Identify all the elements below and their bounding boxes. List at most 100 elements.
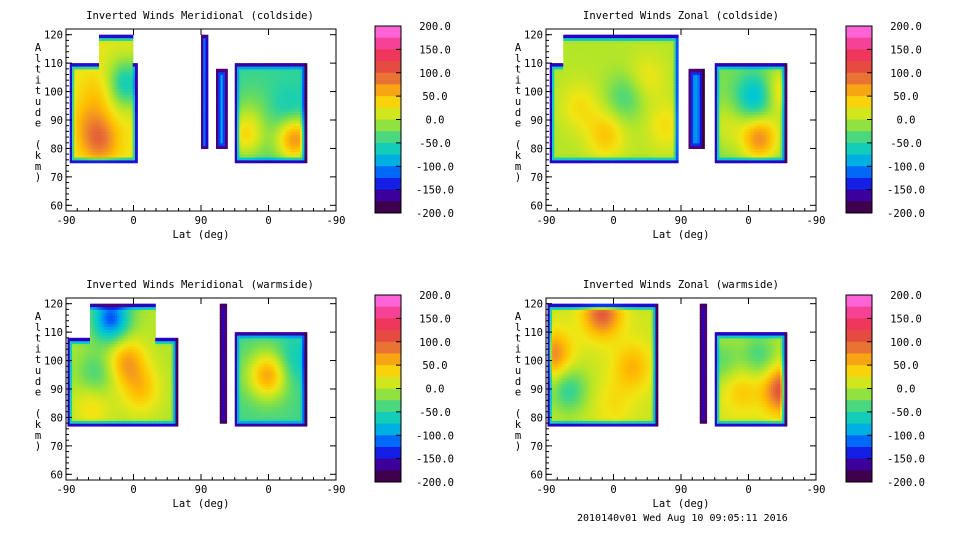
heatmap-cell xyxy=(76,63,80,67)
heatmap-cell xyxy=(216,91,219,95)
heatmap-cell xyxy=(135,122,138,127)
heatmap-cell xyxy=(94,128,98,132)
heatmap-cell xyxy=(101,71,105,76)
heatmap-cell xyxy=(132,142,136,147)
heatmap-cell xyxy=(87,71,91,76)
colorbar-tick-label: -200.0 xyxy=(416,208,454,220)
heatmap-cell xyxy=(205,142,209,147)
heatmap-cell xyxy=(81,148,84,152)
heatmap-cell xyxy=(117,40,120,44)
heatmap-cell xyxy=(78,100,82,104)
heatmap-cell xyxy=(110,74,114,78)
heatmap-cell xyxy=(78,148,82,152)
heatmap-cell xyxy=(218,137,222,141)
heatmap-cell xyxy=(94,137,98,141)
chart-title: Inverted Winds Meridional (coldside) xyxy=(86,10,314,22)
heatmap-cell xyxy=(105,74,109,78)
heatmap-cell xyxy=(74,63,78,67)
heatmap-cell xyxy=(126,65,129,70)
heatmap-cell xyxy=(87,117,91,121)
heatmap-cell xyxy=(205,97,209,101)
heatmap-cell xyxy=(90,97,93,101)
heatmap-cell xyxy=(103,137,107,141)
heatmap-cell xyxy=(90,71,93,76)
heatmap-cell xyxy=(90,137,93,141)
heatmap-cell xyxy=(130,57,134,61)
heatmap-cell xyxy=(72,122,75,127)
heatmap-cell xyxy=(126,131,129,135)
heatmap-cell xyxy=(201,137,204,141)
heatmap-cell xyxy=(94,83,98,87)
heatmap-cell xyxy=(119,139,123,144)
heatmap-cell xyxy=(123,100,127,104)
heatmap-cell xyxy=(72,120,75,124)
heatmap-cell xyxy=(96,114,100,118)
heatmap-cell xyxy=(99,85,102,90)
heatmap-cell xyxy=(78,156,82,161)
heatmap-cell xyxy=(203,40,207,44)
heatmap-cell xyxy=(103,65,107,70)
heatmap-cell xyxy=(103,148,107,152)
heatmap-cell xyxy=(103,128,107,132)
heatmap-cell xyxy=(108,60,111,64)
heatmap-cell xyxy=(85,137,89,141)
x-tick-label: 0 xyxy=(130,215,136,227)
heatmap-cell xyxy=(105,154,109,158)
chart-panel-2: Inverted Winds Zonal (coldside)-90 0 90 0 -9… xyxy=(515,10,925,241)
heatmap-cell xyxy=(126,34,129,39)
heatmap-cell xyxy=(83,105,87,110)
heatmap-cell xyxy=(123,97,127,101)
heatmap-cell xyxy=(108,83,111,87)
heatmap-cell xyxy=(112,57,116,61)
heatmap-cell xyxy=(203,105,207,110)
heatmap-cell xyxy=(78,88,82,93)
heatmap-cell xyxy=(72,83,75,87)
heatmap-cell xyxy=(112,139,116,144)
heatmap-cell xyxy=(92,80,96,84)
heatmap-cell xyxy=(81,80,84,84)
heatmap-cell xyxy=(76,145,80,150)
heatmap-cell xyxy=(83,120,87,124)
heatmap-cell xyxy=(119,57,123,61)
heatmap-cell xyxy=(90,94,93,98)
heatmap-cell xyxy=(112,85,116,90)
heatmap-cell xyxy=(205,71,209,76)
heatmap-cell xyxy=(92,145,96,150)
heatmap-cell xyxy=(83,111,87,115)
heatmap-cell xyxy=(201,108,204,113)
heatmap-cell xyxy=(135,91,138,95)
heatmap-cell xyxy=(114,85,118,90)
heatmap-cell xyxy=(83,100,87,104)
heatmap-cell xyxy=(135,80,138,84)
heatmap-cell xyxy=(76,154,80,158)
heatmap-cell xyxy=(135,94,138,98)
heatmap-cell xyxy=(108,108,111,113)
heatmap-cell xyxy=(117,120,120,124)
heatmap-cell xyxy=(92,111,96,115)
heatmap-cell xyxy=(78,85,82,90)
heatmap-cell xyxy=(105,137,109,141)
heatmap-cell xyxy=(92,71,96,76)
heatmap-cell xyxy=(112,154,116,158)
heatmap-cell xyxy=(74,108,78,113)
colorbar-swatch xyxy=(375,72,401,85)
heatmap-cell xyxy=(83,154,87,158)
heatmap-cell xyxy=(130,111,134,115)
heatmap-cell xyxy=(94,134,98,138)
heatmap-cell xyxy=(76,65,80,70)
heatmap-cell xyxy=(114,91,118,95)
heatmap-cell xyxy=(74,88,78,93)
heatmap-cell xyxy=(132,68,136,73)
y-tick-label: 70 xyxy=(50,172,63,184)
heatmap-cell xyxy=(123,125,127,130)
heatmap-cell xyxy=(81,151,84,155)
heatmap-cell xyxy=(78,83,82,87)
heatmap-cell xyxy=(105,131,109,135)
heatmap-cell xyxy=(96,100,100,104)
heatmap-cell xyxy=(90,142,93,147)
heatmap-cell xyxy=(114,148,118,152)
heatmap-cell xyxy=(108,102,111,107)
heatmap-cell xyxy=(101,51,105,56)
heatmap-cell xyxy=(103,71,107,76)
heatmap-cell xyxy=(108,65,111,70)
